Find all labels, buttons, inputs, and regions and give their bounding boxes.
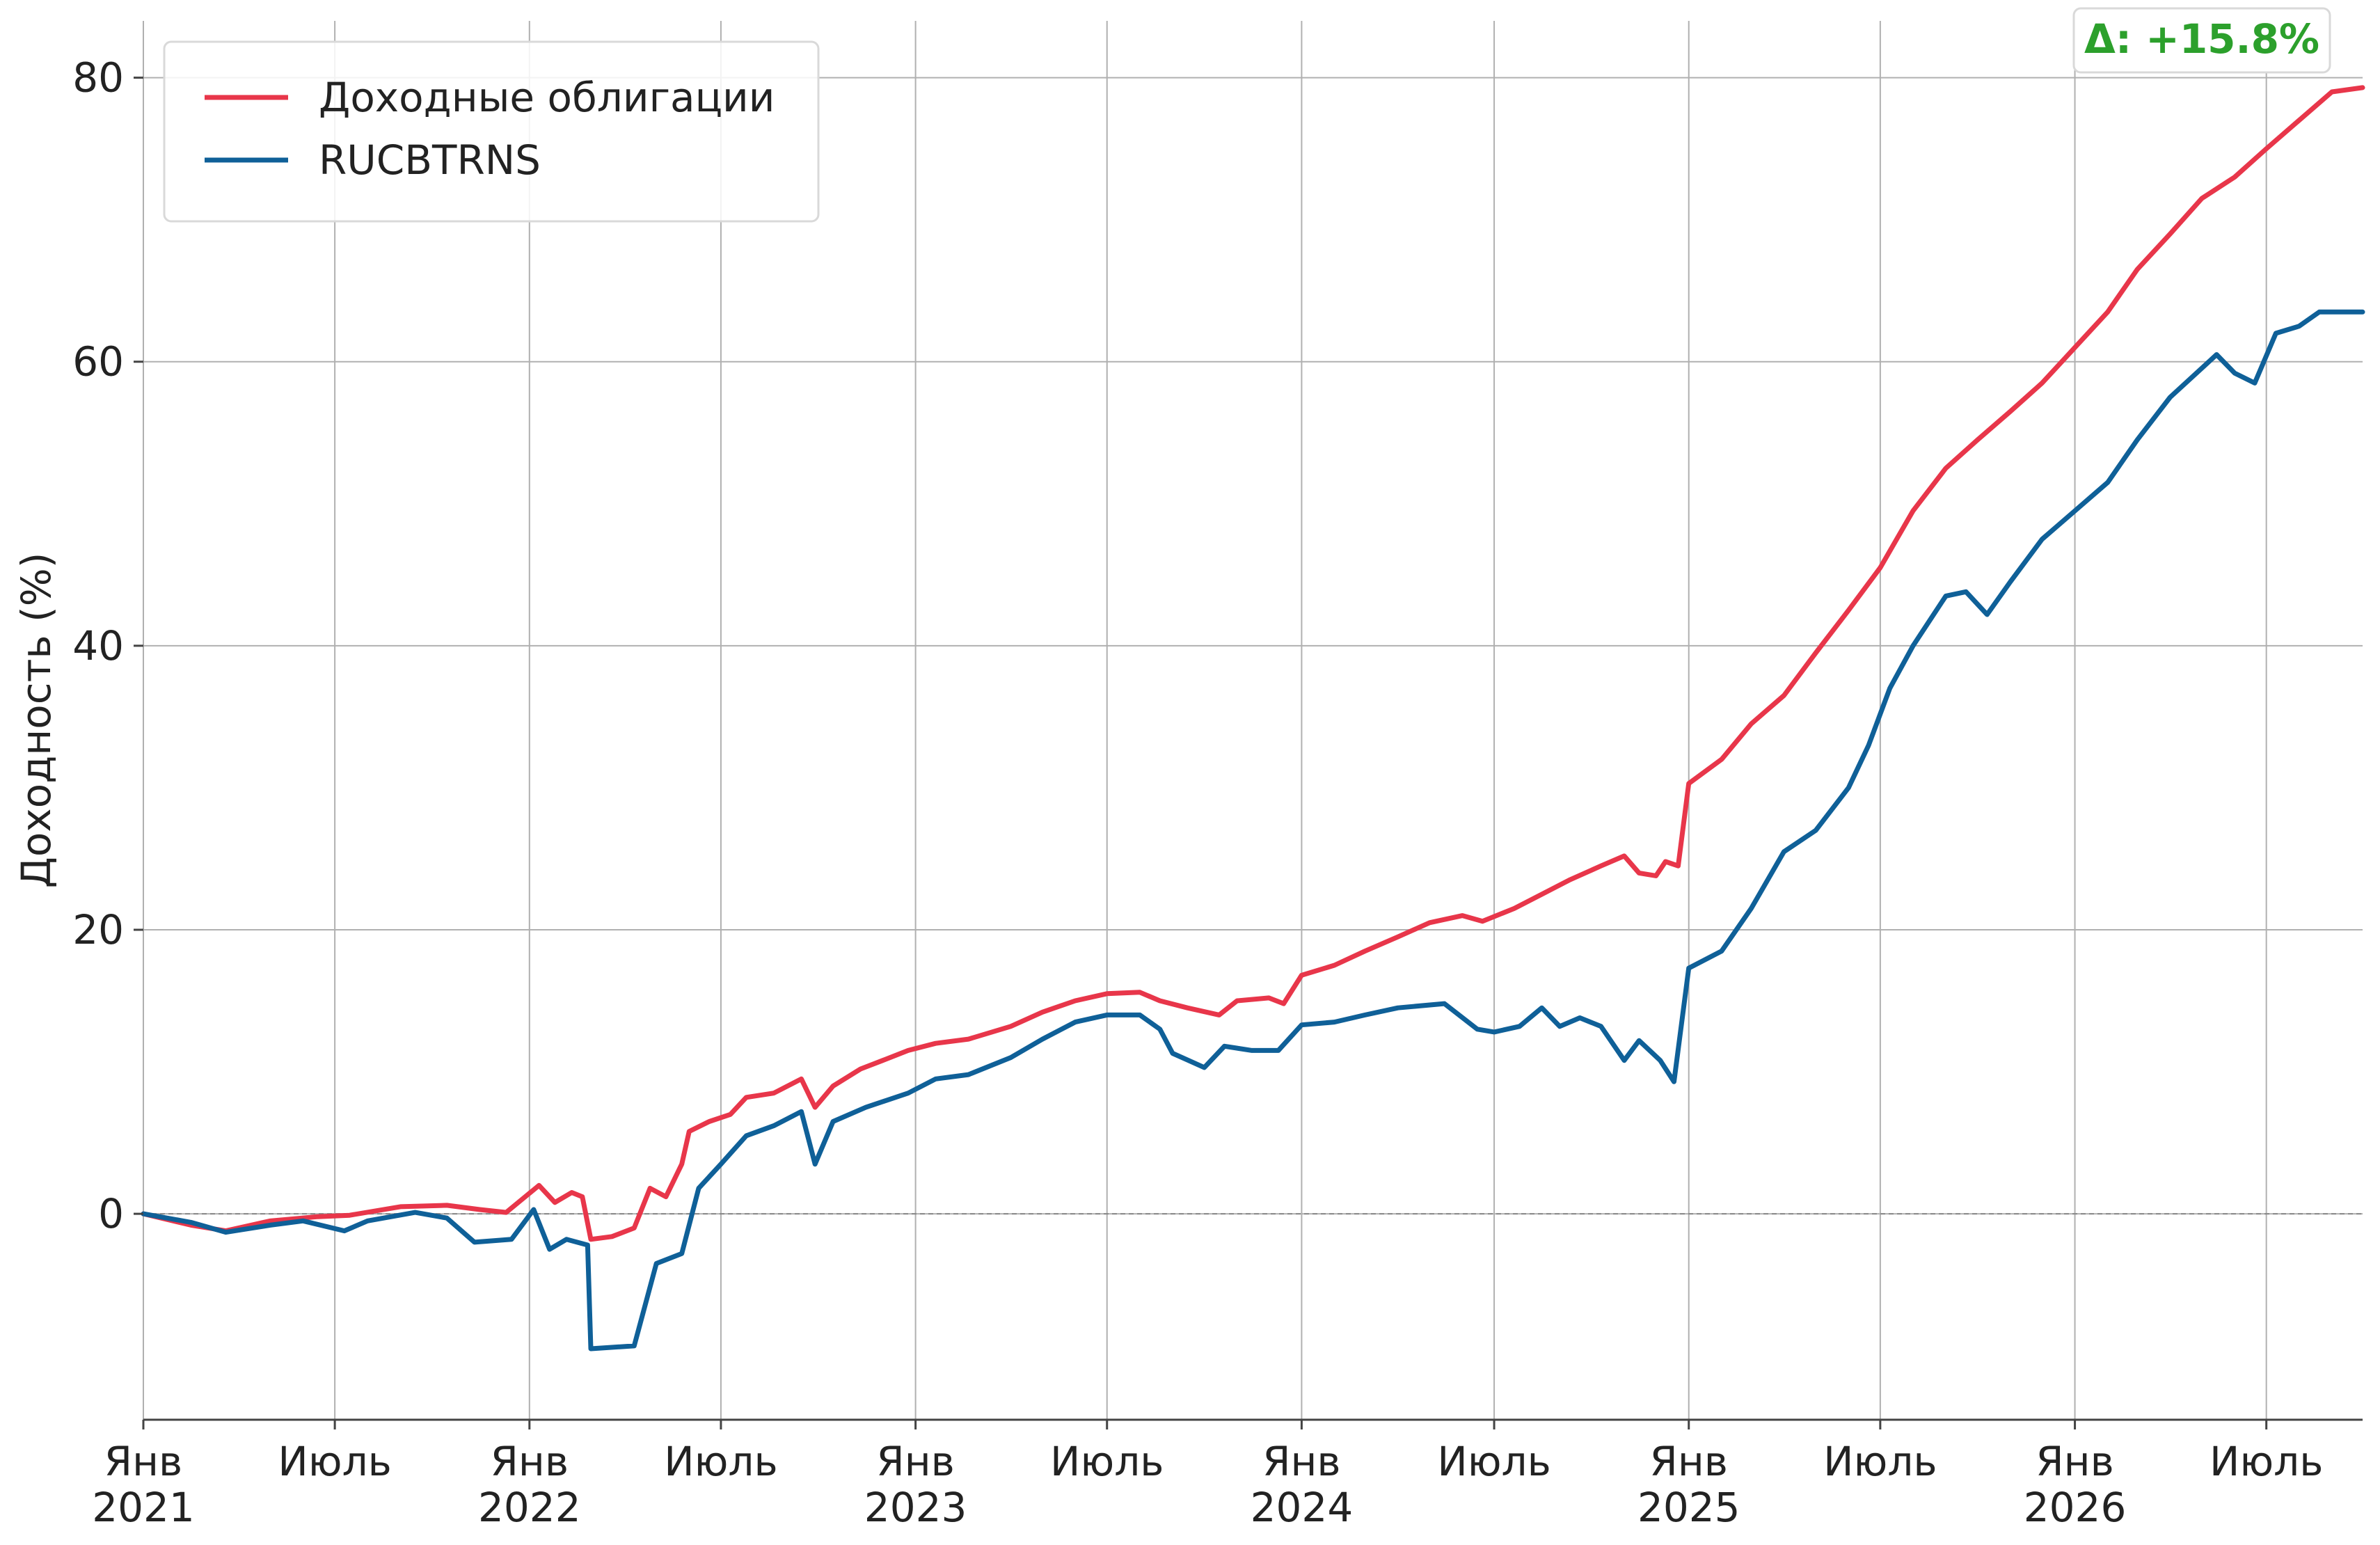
delta-label: Δ: +15.8%	[2084, 15, 2319, 63]
y-tick-label: 20	[72, 906, 124, 953]
x-tick-year-label: 2021	[92, 1484, 195, 1531]
delta-annotation: Δ: +15.8%	[2072, 7, 2331, 74]
x-tick-label: Янв	[1650, 1438, 1728, 1485]
legend: Доходные облигации RUCBTRNS	[163, 40, 820, 223]
x-tick-label: Янв	[104, 1438, 182, 1485]
x-tick-year-label: 2024	[1251, 1484, 1354, 1531]
series-line-rucbtrns	[141, 309, 2365, 1352]
y-tick-label: 0	[98, 1190, 124, 1237]
x-tick-label: Июль	[1437, 1438, 1550, 1485]
x-tick-label: Июль	[2210, 1438, 2323, 1485]
x-tick-year-label: 2025	[1637, 1484, 1740, 1531]
y-tick-label: 80	[72, 54, 124, 102]
x-tick-label: Июль	[278, 1438, 391, 1485]
x-tick-label: Июль	[1050, 1438, 1164, 1485]
grid	[143, 21, 2363, 1420]
y-axis-title: Доходность (%)	[13, 553, 60, 889]
y-axis-ticks: 0 20 40 60 80	[72, 54, 143, 1237]
x-tick-label: Янв	[491, 1438, 569, 1485]
x-tick-label: Янв	[876, 1438, 954, 1485]
x-tick-year-label: 2026	[2024, 1484, 2127, 1531]
x-tick-label: Июль	[1823, 1438, 1937, 1485]
x-tick-year-label: 2022	[478, 1484, 581, 1531]
legend-label-doxodnye: Доходные облигации	[319, 74, 775, 121]
x-tick-label: Янв	[2036, 1438, 2113, 1485]
y-tick-label: 60	[72, 338, 124, 386]
x-tick-label: Янв	[1262, 1438, 1340, 1485]
series-lines	[141, 85, 2365, 1352]
legend-label-rucbtrns: RUCBTRNS	[319, 136, 541, 184]
x-tick-year-label: 2023	[864, 1484, 967, 1531]
x-tick-label: Июль	[664, 1438, 777, 1485]
y-tick-label: 40	[72, 622, 124, 670]
series-line-doxodnye	[141, 85, 2365, 1242]
